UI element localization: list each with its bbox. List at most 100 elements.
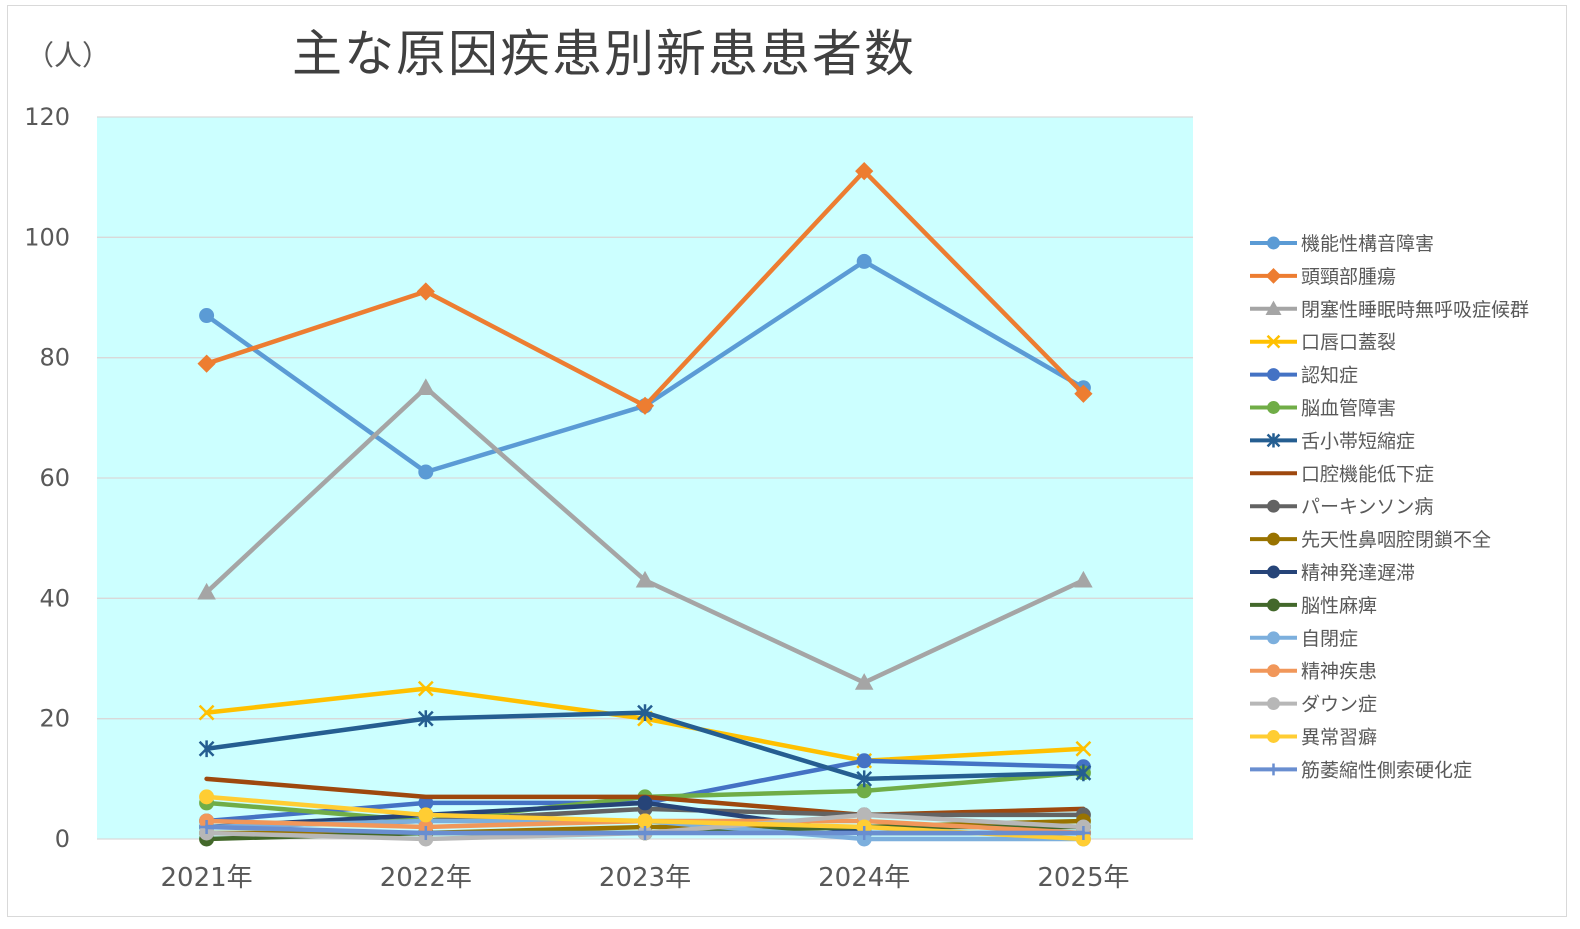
series-7-point-2 xyxy=(417,710,434,728)
y-tick-label: 40 xyxy=(39,584,70,612)
legend-item-12: 脳性麻痺 xyxy=(1250,595,1377,617)
legend-item-6: 脳血管障害 xyxy=(1250,398,1396,420)
series-17-point-1 xyxy=(199,819,214,834)
legend-item-7: 舌小帯短縮症 xyxy=(1250,430,1415,452)
legend-swatch-marker xyxy=(1267,598,1280,612)
series-3 xyxy=(197,378,1093,690)
series-2 xyxy=(197,162,1093,415)
legend-item-5: 認知症 xyxy=(1250,365,1358,387)
legend-swatch-marker xyxy=(1265,268,1282,284)
legend-swatch-marker xyxy=(1267,763,1280,776)
legend-label: ダウン症 xyxy=(1301,694,1377,716)
series-1-point-2 xyxy=(418,464,434,480)
series-7-point-1 xyxy=(198,740,215,758)
legend-swatch-marker xyxy=(1265,300,1282,316)
series-16-point-1 xyxy=(199,789,215,805)
series-17-point-4 xyxy=(857,825,872,840)
legend-label: 口腔機能低下症 xyxy=(1301,463,1434,485)
legend-item-14: 精神疾患 xyxy=(1250,661,1377,683)
legend-swatch-marker xyxy=(1267,697,1280,711)
y-tick-label: 120 xyxy=(24,103,70,131)
legend-item-17: 筋萎縮性側索硬化症 xyxy=(1250,759,1472,781)
series-7 xyxy=(198,704,1092,788)
y-tick-label: 0 xyxy=(55,825,70,853)
series-17 xyxy=(199,819,1091,840)
y-axis-unit-label: （人） xyxy=(26,39,111,72)
legend-swatch-marker xyxy=(1267,730,1280,743)
legend-label: 機能性構音障害 xyxy=(1301,233,1434,255)
legend-item-13: 自閉症 xyxy=(1250,628,1358,650)
x-tick-label: 2021年 xyxy=(161,863,253,893)
legend-swatch-marker xyxy=(1267,532,1280,546)
legend-item-15: ダウン症 xyxy=(1250,694,1377,716)
x-tick-label: 2024年 xyxy=(818,863,910,893)
legend-label: 筋萎縮性側索硬化症 xyxy=(1301,759,1472,781)
series-4-point-2 xyxy=(417,680,434,697)
series-3-point-5 xyxy=(1074,570,1093,588)
legend-swatch-marker xyxy=(1266,433,1281,448)
legend-label: 閉塞性睡眠時無呼吸症候群 xyxy=(1301,299,1529,321)
legend-label: 脳性麻痺 xyxy=(1301,595,1377,617)
y-tick-label: 100 xyxy=(24,223,70,251)
legend-swatch-marker xyxy=(1267,499,1280,513)
legend-label: パーキンソン病 xyxy=(1301,496,1433,518)
series-3-point-4 xyxy=(854,673,874,690)
legend-item-1: 機能性構音障害 xyxy=(1250,233,1434,255)
y-tick-label: 20 xyxy=(39,705,70,733)
series-5-point-4 xyxy=(856,753,872,769)
legend-item-4: 口唇口蓋裂 xyxy=(1250,332,1396,354)
legend-item-10: 先天性鼻咽腔閉鎖不全 xyxy=(1250,529,1491,551)
y-tick-label: 80 xyxy=(39,344,70,372)
series-17-point-2 xyxy=(418,825,433,840)
legend-label: 口唇口蓋裂 xyxy=(1301,332,1396,354)
series-2-point-4 xyxy=(855,162,874,181)
series-7-point-3 xyxy=(637,704,653,722)
legend-swatch-marker xyxy=(1267,565,1280,579)
legend-label: 精神発達遅滞 xyxy=(1301,562,1415,584)
series-3-point-3 xyxy=(635,570,655,588)
legend-item-16: 異常習癖 xyxy=(1250,727,1377,749)
series-2-point-2 xyxy=(416,282,435,301)
legend-label: 精神疾患 xyxy=(1301,661,1377,683)
legend-label: 認知症 xyxy=(1301,365,1358,387)
legend-item-2: 頭頸部腫瘍 xyxy=(1250,266,1396,288)
legend-swatch-marker xyxy=(1267,401,1280,414)
x-tick-label: 2025年 xyxy=(1037,863,1129,893)
series-17-point-5 xyxy=(1076,825,1091,840)
series-4-point-5 xyxy=(1075,740,1092,757)
legend-swatch-marker xyxy=(1267,664,1280,678)
legend-label: 自閉症 xyxy=(1301,628,1358,650)
legend-swatch-marker xyxy=(1267,631,1280,645)
legend-swatch-marker xyxy=(1267,236,1280,250)
series-1-point-1 xyxy=(199,308,215,324)
series-11-point-3 xyxy=(637,795,653,811)
series-2-point-3 xyxy=(635,396,655,415)
x-tick-label: 2023年 xyxy=(599,863,691,893)
series-2-point-5 xyxy=(1074,384,1093,403)
chart-title: 主な原因疾患別新患患者数 xyxy=(292,25,916,83)
legend-item-3: 閉塞性睡眠時無呼吸症候群 xyxy=(1250,299,1529,321)
series-17-point-3 xyxy=(638,825,652,840)
legend-swatch-marker xyxy=(1267,368,1280,382)
series-3-point-1 xyxy=(197,582,216,600)
legend-label: 舌小帯短縮症 xyxy=(1301,430,1415,452)
legend-label: 脳血管障害 xyxy=(1301,398,1396,420)
series-3-point-2 xyxy=(416,378,436,395)
series-2-point-1 xyxy=(197,354,216,373)
y-tick-label: 60 xyxy=(39,464,70,492)
legend-label: 先天性鼻咽腔閉鎖不全 xyxy=(1301,529,1491,551)
legend-item-11: 精神発達遅滞 xyxy=(1250,562,1415,584)
series-16-point-3 xyxy=(637,813,653,829)
x-tick-label: 2022年 xyxy=(380,863,472,893)
legend-item-9: パーキンソン病 xyxy=(1250,496,1433,518)
legend-label: 頭頸部腫瘍 xyxy=(1301,266,1396,288)
legend-label: 異常習癖 xyxy=(1301,727,1377,749)
series-7-point-4 xyxy=(856,770,873,788)
legend-swatch-marker xyxy=(1266,334,1281,349)
series-16-point-2 xyxy=(418,807,434,823)
series-4-point-1 xyxy=(198,704,215,721)
legend-item-8: 口腔機能低下症 xyxy=(1250,463,1434,485)
series-1-point-4 xyxy=(856,253,872,269)
series-7-point-5 xyxy=(1075,764,1092,782)
